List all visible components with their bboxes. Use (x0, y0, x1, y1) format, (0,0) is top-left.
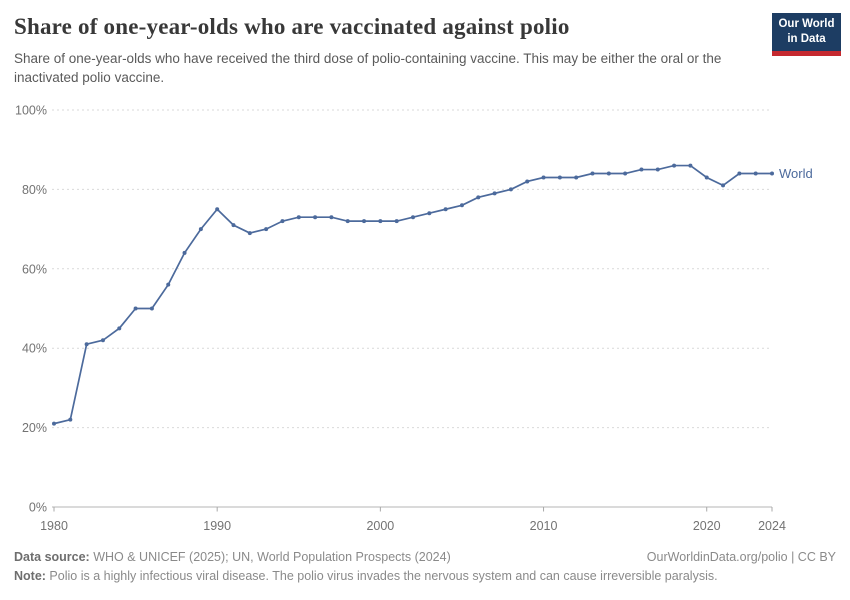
chart-header: Share of one-year-olds who are vaccinate… (14, 13, 841, 87)
data-point[interactable] (476, 195, 481, 200)
data-source-text: WHO & UNICEF (2025); UN, World Populatio… (89, 550, 451, 564)
data-point[interactable] (753, 171, 758, 176)
y-axis-tick-label: 100% (15, 104, 47, 118)
data-point[interactable] (411, 215, 415, 220)
data-point[interactable] (296, 215, 301, 220)
note-label: Note: (14, 568, 46, 583)
data-point[interactable] (525, 179, 530, 184)
data-point[interactable] (508, 187, 513, 192)
data-point[interactable] (606, 171, 611, 176)
data-point[interactable] (100, 338, 105, 343)
data-point[interactable] (655, 167, 660, 172)
x-axis-tick-label: 1990 (203, 519, 231, 533)
data-point[interactable] (84, 342, 89, 347)
data-point[interactable] (459, 203, 464, 208)
note: Note: Polio is a highly infectious viral… (14, 567, 836, 586)
data-point[interactable] (394, 219, 399, 224)
y-axis-tick-label: 40% (22, 342, 47, 356)
data-point[interactable] (639, 167, 644, 172)
data-point[interactable] (149, 306, 154, 311)
owid-logo[interactable]: Our World in Data (772, 13, 841, 56)
attribution-link[interactable]: OurWorldinData.org/polio | CC BY (646, 550, 836, 564)
data-point[interactable] (688, 163, 693, 168)
data-point[interactable] (590, 171, 595, 176)
data-point[interactable] (329, 215, 334, 220)
data-point[interactable] (623, 171, 628, 176)
data-point[interactable] (427, 211, 432, 216)
owid-logo-line1: Our World (778, 18, 835, 31)
x-axis-tick-label: 2010 (530, 519, 558, 533)
data-point[interactable] (721, 183, 726, 188)
x-axis-tick-label: 2000 (366, 519, 394, 533)
data-point[interactable] (443, 207, 448, 212)
note-text: Polio is a highly infectious viral disea… (45, 568, 718, 583)
owid-logo-line2: in Data (787, 33, 826, 45)
data-point[interactable] (672, 163, 677, 168)
data-point[interactable] (541, 175, 546, 180)
data-point[interactable] (68, 417, 73, 422)
data-point[interactable] (52, 421, 56, 426)
data-point[interactable] (704, 175, 709, 180)
data-point[interactable] (117, 326, 122, 331)
data-point[interactable] (345, 219, 350, 224)
x-axis-tick-label: 2020 (693, 519, 721, 533)
data-point[interactable] (574, 175, 579, 180)
data-point[interactable] (215, 207, 220, 212)
data-point[interactable] (247, 231, 252, 236)
y-axis-tick-label: 60% (22, 262, 47, 276)
data-point[interactable] (378, 219, 383, 224)
chart-footer: Data source: WHO & UNICEF (2025); UN, Wo… (14, 548, 836, 586)
data-point[interactable] (166, 282, 171, 287)
data-source: Data source: WHO & UNICEF (2025); UN, Wo… (14, 548, 451, 567)
y-axis-tick-label: 80% (22, 183, 47, 197)
x-axis-tick-label: 2024 (758, 519, 786, 533)
data-point[interactable] (737, 171, 742, 176)
data-point[interactable] (198, 227, 203, 232)
data-point[interactable] (133, 306, 138, 311)
series-line-world[interactable] (53, 164, 772, 425)
data-point[interactable] (313, 215, 318, 220)
data-point[interactable] (492, 191, 497, 196)
x-axis-tick-label: 1980 (40, 519, 68, 533)
data-point[interactable] (770, 171, 774, 176)
data-point[interactable] (280, 219, 285, 224)
chart-subtitle: Share of one-year-olds who have received… (14, 50, 722, 85)
series-label-world[interactable]: World (779, 166, 813, 181)
data-point[interactable] (264, 227, 269, 232)
data-source-label: Data source: (14, 550, 90, 564)
y-axis-tick-label: 0% (29, 501, 47, 515)
page-title: Share of one-year-olds who are vaccinate… (14, 14, 570, 39)
data-point[interactable] (362, 219, 367, 224)
data-point[interactable] (557, 175, 562, 180)
data-point[interactable] (231, 223, 236, 228)
data-point[interactable] (182, 250, 187, 255)
y-axis-tick-label: 20% (22, 421, 47, 435)
